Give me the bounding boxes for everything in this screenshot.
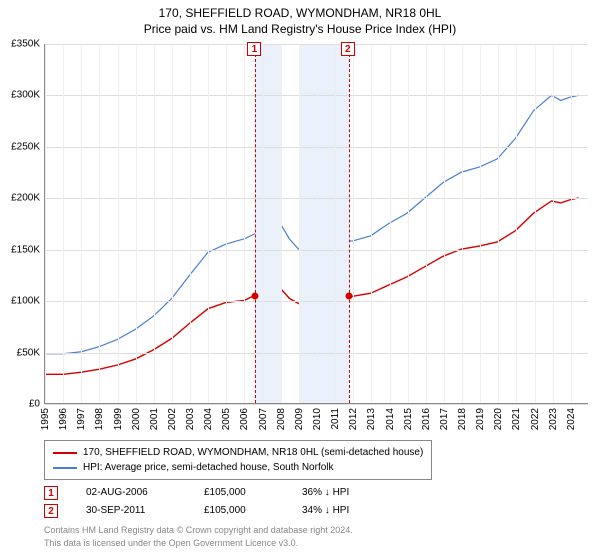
event-marker-top-1: 1 [247,42,261,56]
event-marker-1: 1 [44,486,58,500]
xtick-label: 2017 [439,408,450,430]
event-marker-top-2: 2 [341,42,355,56]
event-date-1: 02-AUG-2006 [86,484,176,502]
title-block: 170, SHEFFIELD ROAD, WYMONDHAM, NR18 0HL… [0,0,600,37]
event-row-2: 2 30-SEP-2011 £105,000 34% ↓ HPI [44,502,382,520]
xtick-label: 2024 [566,408,577,430]
ytick-label: £300K [0,90,40,101]
event-hpi-1: 36% ↓ HPI [302,484,382,502]
xtick-label: 2003 [185,408,196,430]
xtick-label: 2011 [330,408,341,430]
ytick-label: £250K [0,141,40,152]
xtick-label: 2004 [203,408,214,430]
ytick-label: £100K [0,296,40,307]
xtick-label: 2018 [457,408,468,430]
xtick-label: 1996 [58,408,69,430]
event-hpi-2: 34% ↓ HPI [302,502,382,520]
xtick-label: 2023 [548,408,559,430]
event-price-1: £105,000 [204,484,274,502]
event-date-2: 30-SEP-2011 [86,502,176,520]
legend-row-property: 170, SHEFFIELD ROAD, WYMONDHAM, NR18 0HL… [53,445,423,460]
legend-label-property: 170, SHEFFIELD ROAD, WYMONDHAM, NR18 0HL… [83,445,423,460]
xtick-label: 1998 [94,408,105,430]
xtick-label: 2015 [403,408,414,430]
xtick-label: 2020 [493,408,504,430]
ytick-label: £200K [0,193,40,204]
ytick-label: £150K [0,244,40,255]
xtick-label: 2019 [475,408,486,430]
title-address: 170, SHEFFIELD ROAD, WYMONDHAM, NR18 0HL [0,6,600,22]
xtick-label: 2022 [530,408,541,430]
xtick-label: 2016 [421,408,432,430]
ytick-label: £0 [0,399,40,410]
xtick-label: 2006 [239,408,250,430]
event-dot-1 [252,293,259,300]
chart-plot-area [44,44,588,404]
footer-attribution: Contains HM Land Registry data © Crown c… [44,524,353,549]
legend-swatch-property [53,452,77,454]
xtick-label: 1995 [40,408,51,430]
event-table: 1 02-AUG-2006 £105,000 36% ↓ HPI 2 30-SE… [44,484,382,520]
xtick-label: 1997 [76,408,87,430]
xtick-label: 2000 [131,408,142,430]
title-subtitle: Price paid vs. HM Land Registry's House … [0,22,600,38]
xtick-label: 2001 [149,408,160,430]
xtick-label: 2002 [167,408,178,430]
ytick-label: £350K [0,39,40,50]
xtick-label: 2009 [294,408,305,430]
xtick-label: 2014 [385,408,396,430]
xtick-label: 1999 [113,408,124,430]
event-row-1: 1 02-AUG-2006 £105,000 36% ↓ HPI [44,484,382,502]
legend-swatch-hpi [53,467,77,469]
footer-line1: Contains HM Land Registry data © Crown c… [44,524,353,537]
ytick-label: £50K [0,347,40,358]
event-price-2: £105,000 [204,502,274,520]
xtick-label: 2013 [366,408,377,430]
xtick-label: 2007 [258,408,269,430]
xtick-label: 2010 [312,408,323,430]
legend-row-hpi: HPI: Average price, semi-detached house,… [53,460,423,475]
legend-label-hpi: HPI: Average price, semi-detached house,… [83,460,334,475]
event-dot-2 [345,293,352,300]
xtick-label: 2008 [276,408,287,430]
chart-container: 170, SHEFFIELD ROAD, WYMONDHAM, NR18 0HL… [0,0,600,560]
xtick-label: 2021 [511,408,522,430]
event-marker-2: 2 [44,504,58,518]
legend-box: 170, SHEFFIELD ROAD, WYMONDHAM, NR18 0HL… [44,440,432,480]
footer-line2: This data is licensed under the Open Gov… [44,537,353,550]
xtick-label: 2012 [348,408,359,430]
xtick-label: 2005 [221,408,232,430]
